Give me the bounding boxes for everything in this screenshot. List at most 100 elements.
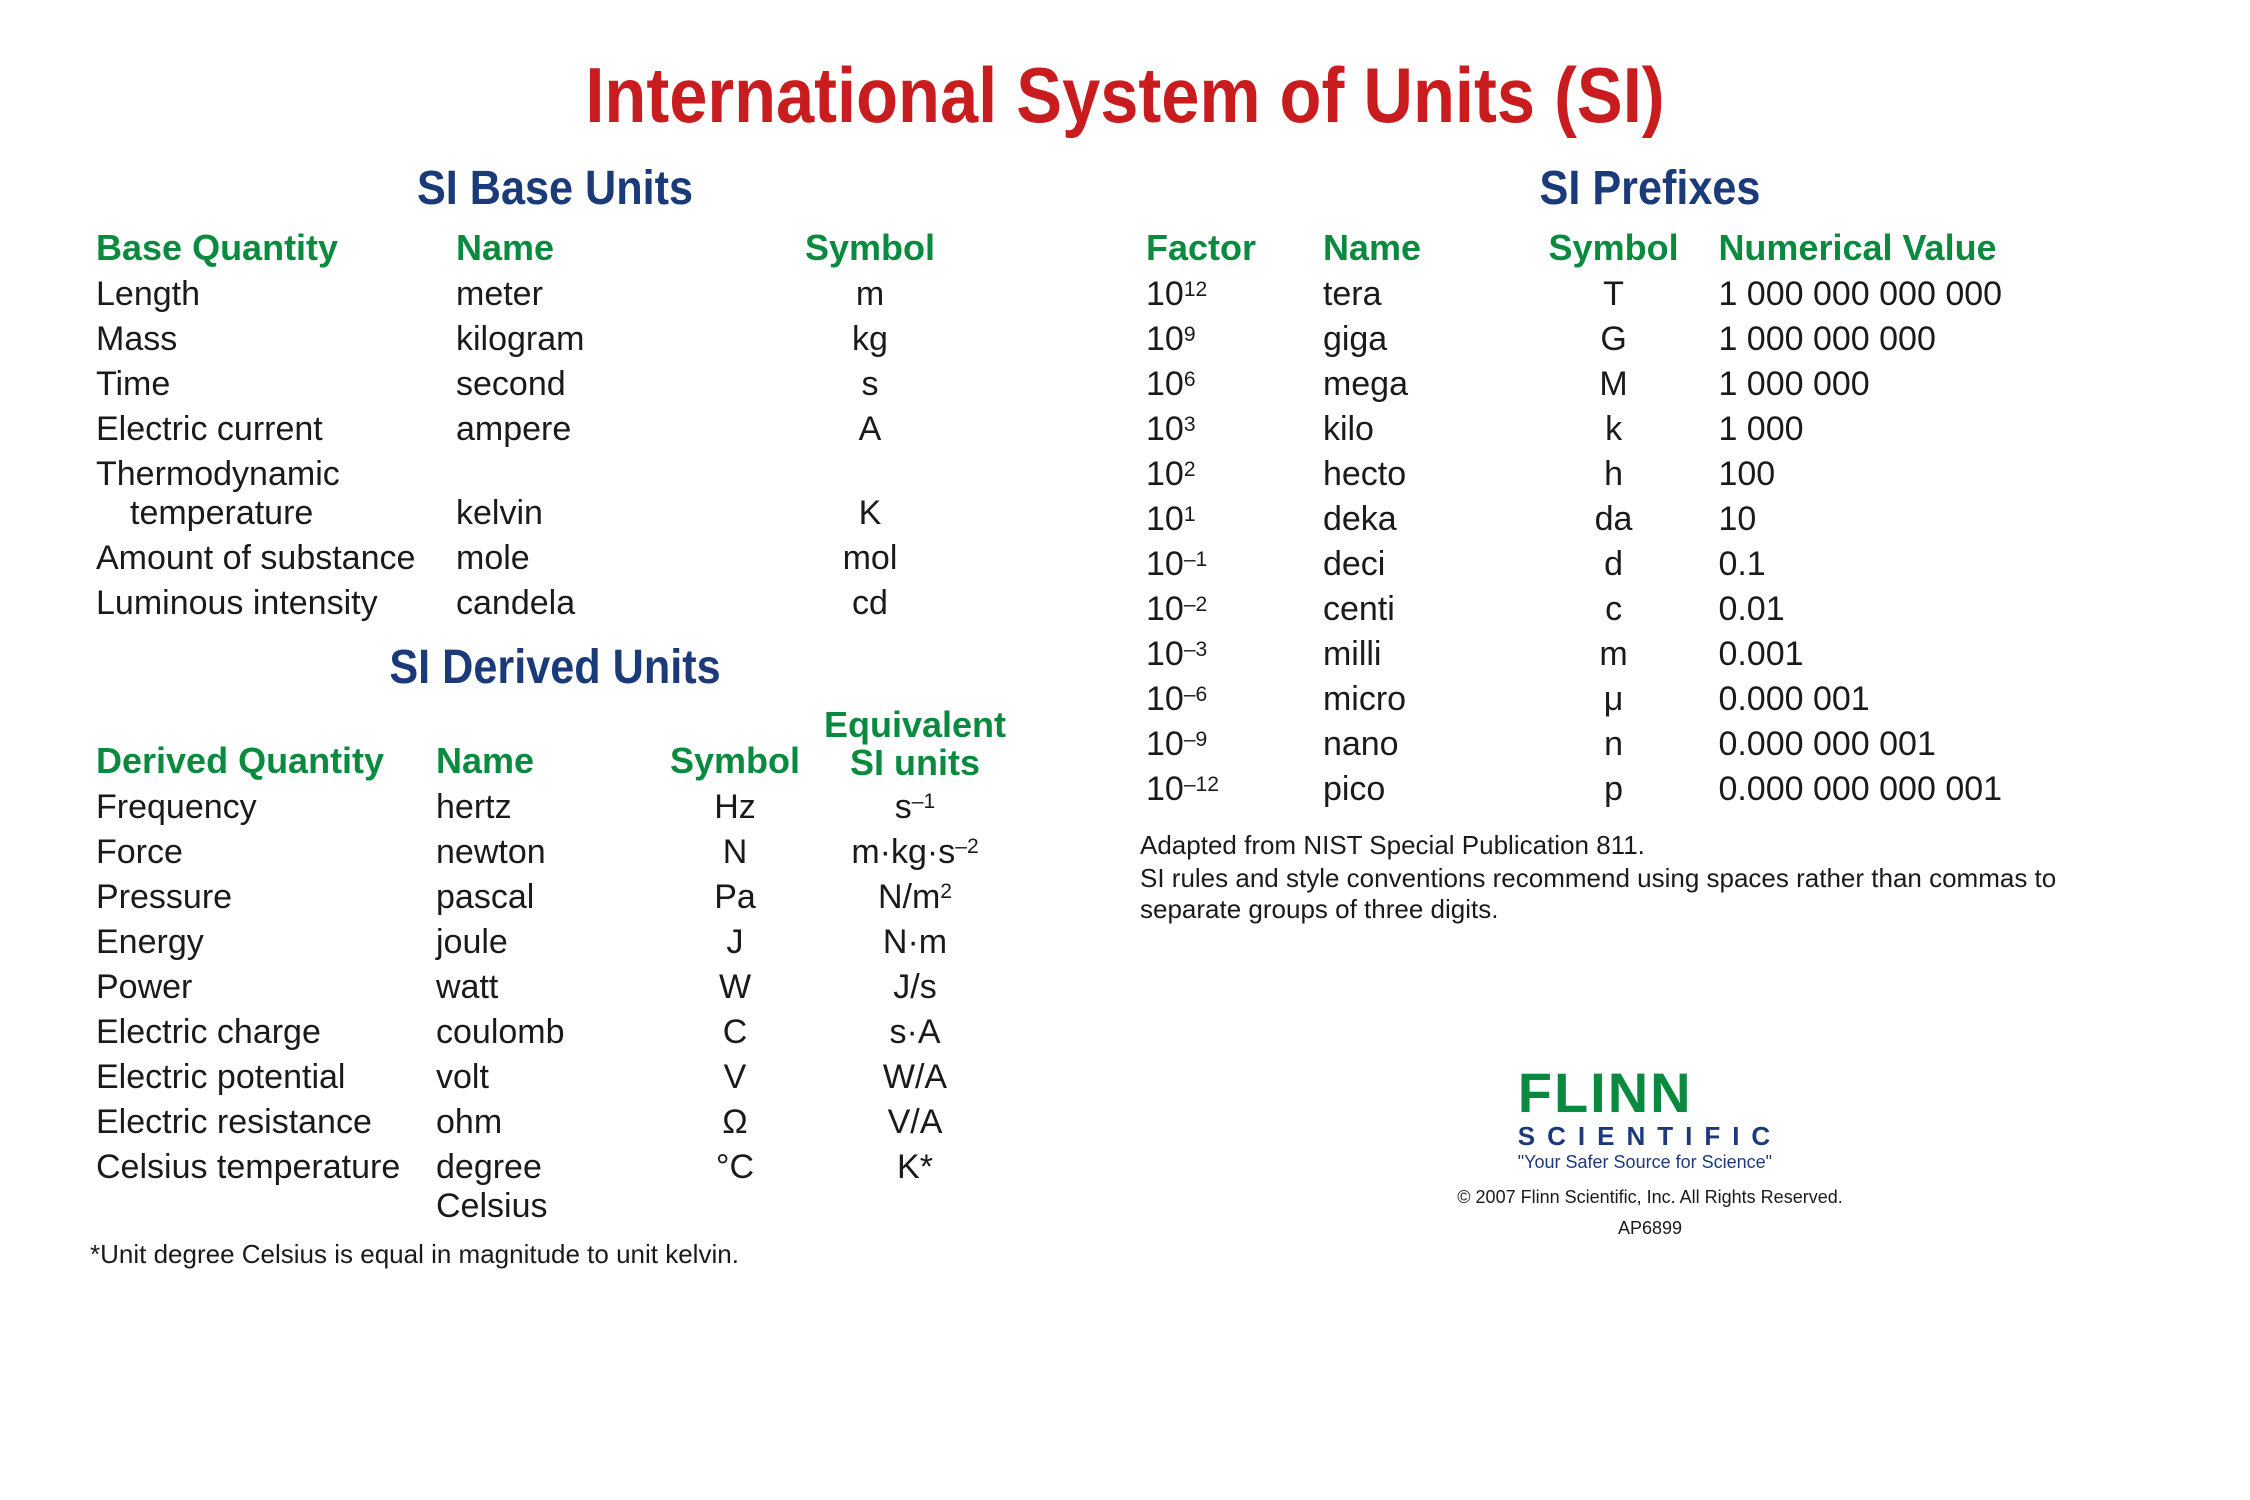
factor-cell: 101	[1140, 497, 1317, 542]
table-row: Luminous intensitycandelacd	[90, 581, 1020, 626]
column-header: Numerical Value	[1712, 224, 2160, 272]
table-row: 10–12picop0.000 000 000 001	[1140, 767, 2160, 812]
numerical-value-cell: 1 000	[1712, 407, 2160, 452]
prefix-symbol-cell: n	[1515, 722, 1713, 767]
unit-name-cell: meter	[450, 272, 720, 317]
column-header: Name	[450, 224, 720, 272]
table-row: 109gigaG1 000 000 000	[1140, 317, 2160, 362]
equivalent-cell: K*	[810, 1145, 1020, 1229]
prefix-name-cell: pico	[1317, 767, 1515, 812]
column-header: EquivalentSI units	[810, 703, 1020, 785]
prefix-name-cell: tera	[1317, 272, 1515, 317]
equivalent-cell: s–1	[810, 785, 1020, 830]
factor-cell: 1012	[1140, 272, 1317, 317]
table-row: Electric resistanceohmΩV/A	[90, 1100, 1020, 1145]
derived-quantity-cell: Celsius temperature	[90, 1145, 430, 1229]
derived-quantity-cell: Power	[90, 965, 430, 1010]
derived-units-table: Derived QuantityNameSymbolEquivalentSI u…	[90, 703, 1020, 1229]
unit-symbol-cell: A	[720, 407, 1020, 452]
column-header: Symbol	[720, 224, 1020, 272]
prefix-symbol-cell: p	[1515, 767, 1713, 812]
prefixes-table: FactorNameSymbolNumerical Value1012teraT…	[1140, 224, 2160, 812]
right-column: SI Prefixes FactorNameSymbolNumerical Va…	[1140, 161, 2160, 1270]
prefix-symbol-cell: k	[1515, 407, 1713, 452]
factor-cell: 10–2	[1140, 587, 1317, 632]
factor-cell: 109	[1140, 317, 1317, 362]
table-row: PressurepascalPaN/m2	[90, 875, 1020, 920]
equivalent-cell: s·A	[810, 1010, 1020, 1055]
derived-quantity-cell: Electric resistance	[90, 1100, 430, 1145]
prefix-symbol-cell: c	[1515, 587, 1713, 632]
unit-symbol-cell: W	[660, 965, 810, 1010]
unit-name-cell: kilogram	[450, 317, 720, 362]
unit-name-cell: pascal	[430, 875, 660, 920]
derived-units-footnote: *Unit degree Celsius is equal in magnitu…	[90, 1239, 1020, 1270]
table-row: 1012teraT1 000 000 000 000	[1140, 272, 2160, 317]
numerical-value-cell: 0.000 001	[1712, 677, 2160, 722]
factor-cell: 10–9	[1140, 722, 1317, 767]
prefix-symbol-cell: G	[1515, 317, 1713, 362]
page-title: International System of Units (SI)	[214, 50, 2036, 141]
derived-quantity-cell: Energy	[90, 920, 430, 965]
table-row: Amount of substancemolemol	[90, 536, 1020, 581]
prefix-name-cell: deka	[1317, 497, 1515, 542]
column-header: Factor	[1140, 224, 1317, 272]
table-row: Timeseconds	[90, 362, 1020, 407]
prefix-symbol-cell: M	[1515, 362, 1713, 407]
base-quantity-cell: Luminous intensity	[90, 581, 450, 626]
table-row: Electric currentampereA	[90, 407, 1020, 452]
equivalent-cell: W/A	[810, 1055, 1020, 1100]
equivalent-cell: V/A	[810, 1100, 1020, 1145]
table-row: 10–2centic0.01	[1140, 587, 2160, 632]
column-header: Name	[430, 703, 660, 785]
prefix-name-cell: mega	[1317, 362, 1515, 407]
table-row: ForcenewtonNm·kg·s–2	[90, 830, 1020, 875]
brand-code: AP6899	[1140, 1218, 2160, 1239]
table-header-row: Base QuantityNameSymbol	[90, 224, 1020, 272]
brand-name: FLINN	[1518, 1065, 1782, 1121]
base-quantity-cell: Length	[90, 272, 450, 317]
unit-symbol-cell: Hz	[660, 785, 810, 830]
content-columns: SI Base Units Base QuantityNameSymbolLen…	[90, 161, 2160, 1270]
prefixes-note1: Adapted from NIST Special Publication 81…	[1140, 830, 2160, 861]
prefix-name-cell: nano	[1317, 722, 1515, 767]
unit-symbol-cell: C	[660, 1010, 810, 1055]
table-row: 10–6microμ0.000 001	[1140, 677, 2160, 722]
prefixes-title: SI Prefixes	[1191, 161, 2109, 216]
base-quantity-cell: Mass	[90, 317, 450, 362]
table-row: 10–3millim0.001	[1140, 632, 2160, 677]
unit-symbol-cell: Ω	[660, 1100, 810, 1145]
table-row: 106megaM1 000 000	[1140, 362, 2160, 407]
table-row: 103kilok1 000	[1140, 407, 2160, 452]
branding-block: FLINN SCIENTIFIC "Your Safer Source for …	[1140, 1065, 2160, 1239]
base-quantity-cell: Time	[90, 362, 450, 407]
base-quantity-cell: Electric current	[90, 407, 450, 452]
prefix-name-cell: milli	[1317, 632, 1515, 677]
unit-symbol-cell: mol	[720, 536, 1020, 581]
table-row: 101dekada10	[1140, 497, 2160, 542]
left-column: SI Base Units Base QuantityNameSymbolLen…	[90, 161, 1020, 1270]
factor-cell: 10–6	[1140, 677, 1317, 722]
unit-symbol-cell: J	[660, 920, 810, 965]
table-header-row: Derived QuantityNameSymbolEquivalentSI u…	[90, 703, 1020, 785]
prefix-name-cell: centi	[1317, 587, 1515, 632]
column-header: Symbol	[1515, 224, 1713, 272]
unit-name-cell: coulomb	[430, 1010, 660, 1055]
table-row: FrequencyhertzHzs–1	[90, 785, 1020, 830]
table-row: Electric chargecoulombCs·A	[90, 1010, 1020, 1055]
derived-quantity-cell: Electric potential	[90, 1055, 430, 1100]
prefix-symbol-cell: m	[1515, 632, 1713, 677]
factor-cell: 102	[1140, 452, 1317, 497]
factor-cell: 10–3	[1140, 632, 1317, 677]
unit-symbol-cell: V	[660, 1055, 810, 1100]
unit-name-cell: joule	[430, 920, 660, 965]
derived-units-title: SI Derived Units	[137, 640, 974, 695]
unit-symbol-cell: Pa	[660, 875, 810, 920]
base-units-table: Base QuantityNameSymbolLengthmetermMassk…	[90, 224, 1020, 626]
table-row: 10–9nanon0.000 000 001	[1140, 722, 2160, 767]
derived-quantity-cell: Frequency	[90, 785, 430, 830]
unit-name-cell: kelvin	[450, 452, 720, 536]
brand-tagline: "Your Safer Source for Science"	[1518, 1152, 1782, 1173]
prefix-name-cell: micro	[1317, 677, 1515, 722]
equivalent-cell: N/m2	[810, 875, 1020, 920]
